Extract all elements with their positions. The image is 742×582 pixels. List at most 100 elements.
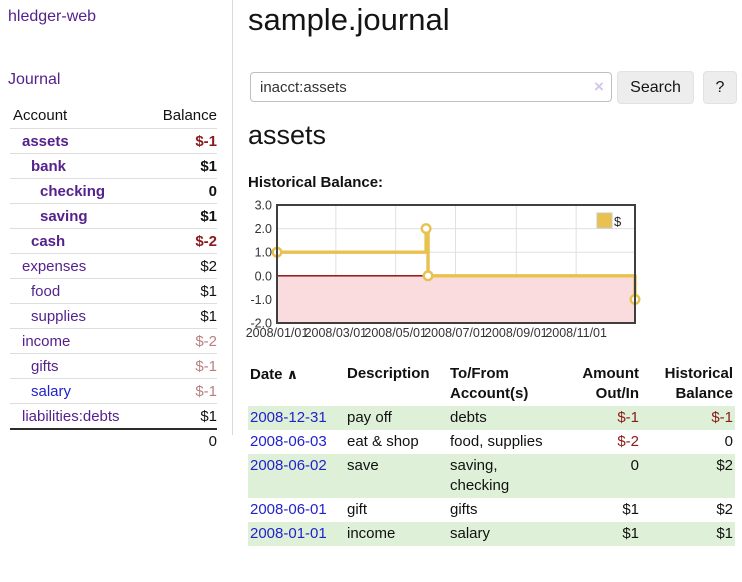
accounts-total-value: 0	[208, 433, 217, 450]
transaction-balance: $2	[716, 501, 733, 518]
sort-ascending-icon: ∧	[286, 366, 299, 382]
transaction-amount: $1	[622, 501, 639, 518]
account-balance: $-1	[195, 132, 217, 150]
transaction-accounts: food, supplies	[450, 433, 543, 450]
transaction-description: pay off	[347, 409, 392, 426]
svg-text:3.0: 3.0	[255, 200, 272, 213]
register-row: 2008-01-01 income salary $1 $1	[248, 522, 735, 546]
account-balance: $1	[200, 282, 217, 300]
account-link-assets[interactable]: assets	[22, 132, 69, 150]
account-link-gifts[interactable]: gifts	[31, 357, 59, 375]
svg-text:2008/03/01: 2008/03/01	[305, 326, 368, 340]
account-balance: $-1	[195, 357, 217, 375]
account-link-cash[interactable]: cash	[31, 232, 66, 250]
svg-text:2008/07/01: 2008/07/01	[424, 326, 487, 340]
account-balance: $-2	[195, 232, 217, 250]
transaction-amount: $-2	[617, 433, 639, 450]
svg-text:2008/01/01: 2008/01/01	[246, 326, 309, 340]
transaction-accounts: debts	[450, 409, 487, 426]
accounts-table: Account Balance assets $-1 bank $1 check…	[10, 103, 217, 453]
header-date[interactable]: Date ∧	[250, 366, 299, 383]
account-balance: $2	[200, 257, 217, 275]
transaction-amount: 0	[630, 457, 639, 474]
account-balance: $-1	[195, 382, 217, 400]
account-balance: 0	[208, 182, 217, 200]
historical-balance-chart: 3.0 2.0 1.0 0.0 -1.0 -2.02008/01/012008/03/01…	[246, 200, 641, 340]
accounts-header-account: Account	[13, 107, 68, 124]
svg-text:1.0: 1.0	[255, 246, 272, 260]
register-row: 2008-06-01 gift gifts $1 $2	[248, 498, 735, 522]
transaction-date-link[interactable]: 2008-06-02	[250, 457, 327, 474]
svg-text:2008/09/01: 2008/09/01	[485, 326, 548, 340]
legend-label: $	[614, 214, 622, 229]
page-title: sample.journal	[248, 2, 450, 37]
transaction-balance: $2	[716, 457, 733, 474]
register-row: 2008-06-02 save saving, checking 0 $2	[248, 454, 735, 498]
chart-border	[276, 204, 636, 324]
account-row-cash: cash $-2	[10, 228, 217, 253]
account-row-assets: assets $-1	[10, 128, 217, 153]
sidebar-item-journal[interactable]: Journal	[8, 71, 61, 88]
account-row-income: income $-2	[10, 328, 217, 353]
account-row-checking: checking 0	[10, 178, 217, 203]
account-link-food[interactable]: food	[31, 282, 61, 300]
account-link-saving[interactable]: saving	[40, 207, 88, 225]
header-description: Description	[347, 365, 430, 382]
account-row-gifts: gifts $-1	[10, 353, 217, 378]
account-row-saving: saving $1	[10, 203, 217, 228]
transaction-date-link[interactable]: 2008-01-01	[250, 525, 327, 542]
clear-search-icon[interactable]: ×	[594, 77, 604, 96]
account-balance: $1	[200, 307, 217, 325]
search-button[interactable]: Search	[617, 71, 694, 104]
account-link-salary[interactable]: salary	[31, 382, 72, 400]
transaction-description: gift	[347, 501, 368, 518]
header-amount: Amount Out/In	[582, 365, 639, 402]
account-balance: $-2	[195, 332, 217, 350]
account-link-supplies[interactable]: supplies	[31, 307, 87, 325]
account-row-salary: salary $-1	[10, 378, 217, 403]
transaction-accounts: salary	[450, 525, 491, 542]
account-balance: $1	[200, 407, 217, 425]
brand-link[interactable]: hledger-web	[8, 8, 97, 25]
transaction-date-link[interactable]: 2008-06-03	[250, 433, 327, 450]
account-link-checking[interactable]: checking	[40, 182, 106, 200]
help-button[interactable]: ?	[703, 71, 737, 104]
svg-text:2.0: 2.0	[255, 222, 272, 236]
register-table: Date ∧ Description To/From Account(s) Am…	[248, 362, 735, 546]
account-link-income[interactable]: income	[22, 332, 71, 350]
register-row: 2008-06-03 eat & shop food, supplies $-2…	[248, 430, 735, 454]
account-row-bank: bank $1	[10, 153, 217, 178]
account-row-expenses: expenses $2	[10, 253, 217, 278]
account-link-liabilities-debts[interactable]: liabilities:debts	[22, 407, 120, 425]
svg-text:-1.0: -1.0	[250, 293, 272, 307]
account-link-expenses[interactable]: expenses	[22, 257, 87, 275]
transaction-date-link[interactable]: 2008-12-31	[250, 409, 327, 426]
accounts-header-row: Account Balance	[10, 103, 217, 128]
account-row-food: food $1	[10, 278, 217, 303]
register-header-row: Date ∧ Description To/From Account(s) Am…	[248, 362, 735, 406]
accounts-header-balance: Balance	[162, 107, 217, 124]
transaction-description: save	[347, 457, 379, 474]
transaction-description: income	[347, 525, 396, 542]
header-accounts: To/From Account(s)	[450, 365, 529, 402]
account-balance: $1	[200, 157, 217, 175]
account-row-liabilities-debts: liabilities:debts $1	[10, 403, 217, 428]
account-row-supplies: supplies $1	[10, 303, 217, 328]
legend-swatch	[596, 212, 613, 229]
account-balance: $1	[200, 207, 217, 225]
chart-negative-region	[277, 275, 635, 323]
account-link-bank[interactable]: bank	[31, 157, 67, 175]
transaction-balance: 0	[724, 433, 733, 450]
search-input[interactable]	[250, 72, 612, 102]
header-balance: Historical Balance	[664, 365, 733, 402]
svg-text:-2.0: -2.0	[250, 317, 272, 331]
transaction-balance: $1	[716, 525, 733, 542]
chart-title: Historical Balance:	[248, 174, 384, 191]
accounts-total-row: 0	[10, 428, 217, 453]
svg-text:0.0: 0.0	[255, 269, 272, 283]
transaction-amount: $1	[622, 525, 639, 542]
transaction-date-link[interactable]: 2008-06-01	[250, 501, 327, 518]
register-row: 2008-12-31 pay off debts $-1 $-1	[248, 406, 735, 430]
transaction-balance: $-1	[711, 409, 733, 426]
